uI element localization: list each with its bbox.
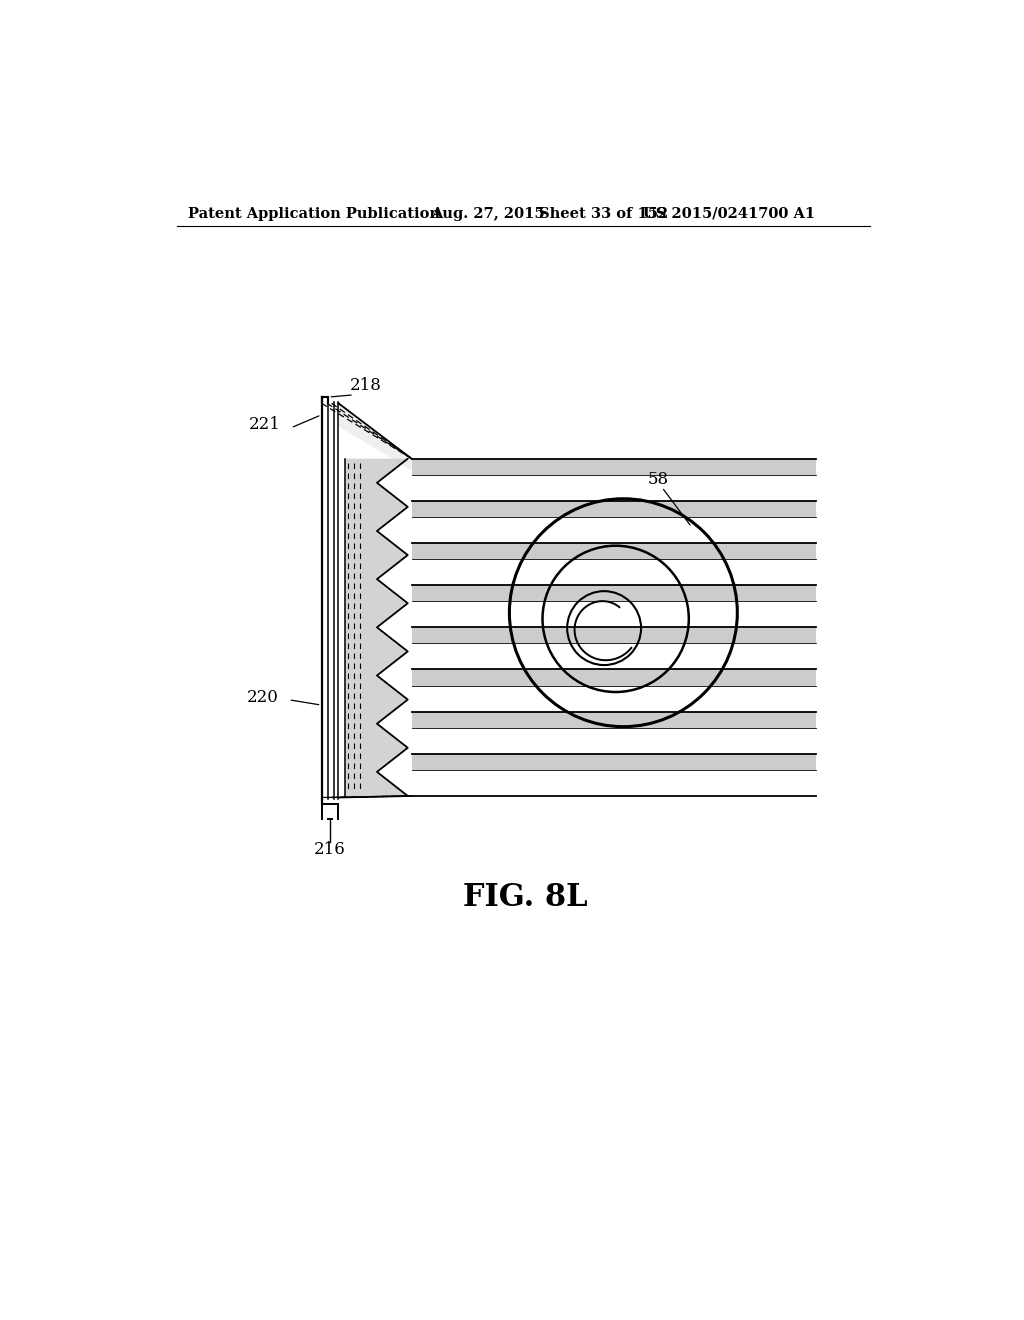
- Text: US 2015/0241700 A1: US 2015/0241700 A1: [643, 207, 815, 220]
- Text: 58: 58: [647, 471, 669, 488]
- Text: 220: 220: [247, 689, 279, 706]
- Text: 216: 216: [314, 841, 346, 858]
- Text: FIG. 8L: FIG. 8L: [463, 882, 587, 913]
- Bar: [412, 500, 816, 517]
- Bar: [412, 585, 816, 601]
- Polygon shape: [339, 404, 412, 470]
- Bar: [412, 543, 816, 560]
- Text: 221: 221: [249, 416, 281, 433]
- Text: Patent Application Publication: Patent Application Publication: [188, 207, 440, 220]
- Text: 218: 218: [349, 378, 381, 395]
- Text: Sheet 33 of 152: Sheet 33 of 152: [539, 207, 668, 220]
- Text: Aug. 27, 2015: Aug. 27, 2015: [431, 207, 545, 220]
- Bar: [412, 754, 816, 770]
- Bar: [412, 669, 816, 685]
- Bar: [412, 711, 816, 727]
- Bar: [412, 627, 816, 643]
- Polygon shape: [345, 459, 408, 796]
- Bar: [412, 459, 816, 475]
